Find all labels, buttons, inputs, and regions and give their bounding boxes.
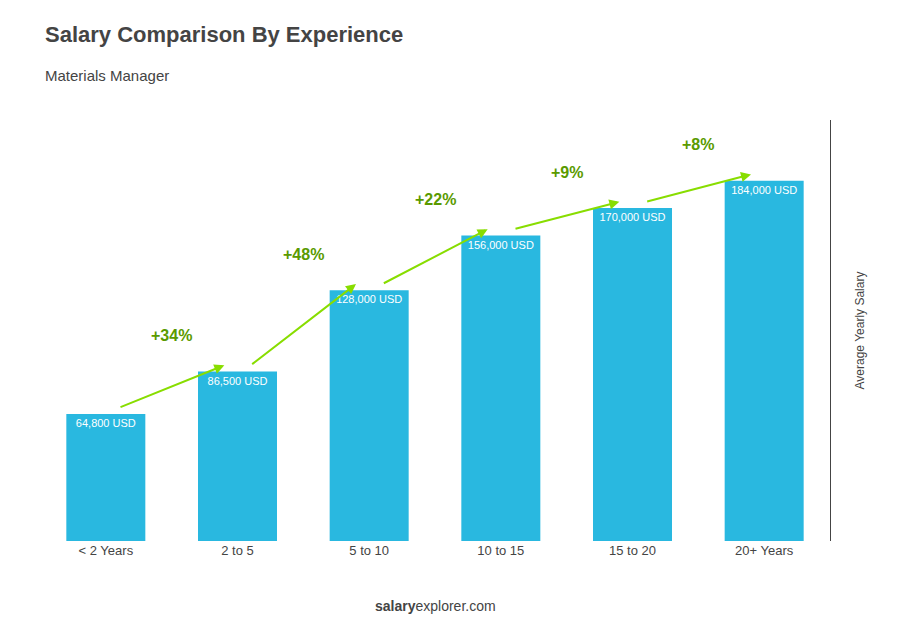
svg-text:Salary Comparison By Experienc: Salary Comparison By Experience — [45, 22, 403, 47]
svg-text:5 to 10: 5 to 10 — [349, 543, 389, 558]
svg-text:< 2 Years: < 2 Years — [79, 543, 134, 558]
svg-text:+48%: +48% — [283, 246, 324, 263]
svg-text:Average Yearly Salary: Average Yearly Salary — [853, 272, 867, 390]
svg-text:+9%: +9% — [551, 164, 583, 181]
svg-text:10 to 15: 10 to 15 — [477, 543, 524, 558]
svg-text:+22%: +22% — [415, 191, 456, 208]
svg-text:170,000 USD: 170,000 USD — [599, 211, 665, 223]
svg-text:Materials Manager: Materials Manager — [45, 67, 169, 84]
svg-text:+8%: +8% — [682, 136, 714, 153]
svg-text:15 to 20: 15 to 20 — [609, 543, 656, 558]
svg-text:2 to 5: 2 to 5 — [221, 543, 254, 558]
svg-text:salaryexplorer.com: salaryexplorer.com — [375, 598, 496, 614]
svg-text:86,500 USD: 86,500 USD — [208, 375, 268, 387]
svg-text:128,000 USD: 128,000 USD — [336, 293, 402, 305]
svg-text:20+ Years: 20+ Years — [735, 543, 794, 558]
svg-text:184,000 USD: 184,000 USD — [731, 184, 797, 196]
svg-text:+34%: +34% — [151, 327, 192, 344]
svg-text:156,000 USD: 156,000 USD — [468, 239, 534, 251]
svg-text:64,800 USD: 64,800 USD — [76, 417, 136, 429]
